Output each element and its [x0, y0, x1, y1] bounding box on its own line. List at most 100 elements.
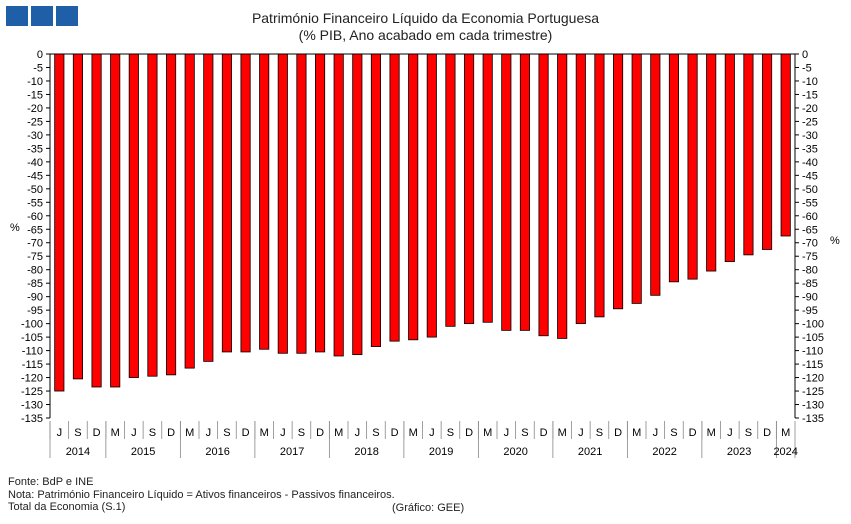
x-tick-label-quarter: D [689, 427, 697, 439]
x-tick-label-year: 2021 [578, 446, 602, 458]
x-tick-label-quarter: S [223, 427, 230, 439]
y-tick-label-right: -20 [802, 103, 818, 115]
y-tick-label-right: -135 [802, 413, 824, 425]
x-tick-label-quarter: D [167, 427, 175, 439]
x-tick-label-quarter: M [632, 427, 641, 439]
x-tick-label-quarter: J [355, 427, 361, 439]
x-tick-label-quarter: J [578, 427, 584, 439]
x-tick-label-quarter: J [131, 427, 137, 439]
x-tick-label-quarter: D [465, 427, 473, 439]
y-tick-label-right: -115 [802, 359, 823, 371]
sector-note: Total da Economia (S.1) [8, 501, 126, 513]
x-tick-label-quarter: M [260, 427, 269, 439]
x-tick-label-quarter: J [280, 427, 286, 439]
bar [277, 53, 288, 354]
y-tick-label-right: -55 [802, 197, 818, 209]
x-tick-label-quarter: S [521, 427, 528, 439]
y-tick-label-left: -120 [21, 373, 43, 385]
y-tick-label-left: -95 [27, 305, 43, 317]
y-tick-label-right: -40 [802, 157, 818, 169]
logo-square [6, 6, 28, 26]
y-tick-label-left: -110 [22, 346, 43, 358]
logo-square [56, 6, 78, 26]
x-tick-label-quarter: J [504, 427, 510, 439]
y-tick-label-left: -10 [27, 76, 43, 88]
y-tick-label-right: -125 [802, 386, 824, 398]
bar [501, 53, 512, 331]
bar [650, 53, 661, 296]
x-tick-label-quarter: M [185, 427, 194, 439]
y-tick-label-left: 0 [37, 49, 43, 61]
y-tick-label-right: -5 [802, 62, 812, 74]
bar [631, 53, 642, 304]
definition-note: Nota: Património Financeiro Líquido = At… [8, 488, 395, 501]
x-tick-label-quarter: D [242, 427, 250, 439]
bar [613, 53, 624, 310]
y-tick-label-left: -40 [27, 157, 43, 169]
y-tick-label-right: -120 [802, 373, 824, 385]
bar [389, 53, 400, 342]
x-tick-label-quarter: M [111, 427, 120, 439]
x-tick-label-quarter: M [707, 427, 716, 439]
bar [203, 53, 214, 362]
bar [240, 53, 251, 353]
x-tick-label-year: 2024 [773, 446, 797, 458]
y-tick-label-left: -35 [27, 143, 43, 155]
x-tick-label-quarter: J [653, 427, 659, 439]
y-tick-label-right: -80 [802, 265, 818, 277]
chart-credit: (Gráfico: GEE) [392, 502, 465, 514]
bar [370, 53, 381, 347]
bar [594, 53, 605, 318]
bar [464, 53, 475, 325]
x-tick-label-quarter: D [763, 427, 771, 439]
bar [147, 53, 158, 377]
bar [315, 53, 326, 353]
footnotes: Fonte: BdP e INE Nota: Património Financ… [8, 476, 395, 514]
x-tick-label-quarter: J [727, 427, 733, 439]
bar [333, 53, 344, 357]
x-tick-label-year: 2019 [429, 446, 453, 458]
y-tick-label-left: -100 [21, 319, 43, 331]
bar [296, 53, 307, 354]
x-tick-label-quarter: M [483, 427, 492, 439]
y-tick-label-right: -25 [802, 116, 818, 128]
y-tick-label-right: -105 [802, 332, 824, 344]
x-tick-label-year: 2015 [131, 446, 155, 458]
x-tick-label-quarter: D [614, 427, 622, 439]
source-note: Fonte: BdP e INE [8, 476, 94, 488]
y-tick-label-right: -110 [802, 346, 823, 358]
x-tick-label-quarter: S [447, 427, 454, 439]
x-tick-label-year: 2014 [66, 446, 90, 458]
bar [259, 53, 270, 350]
x-tick-label-year: 2017 [280, 446, 304, 458]
bar [706, 53, 717, 272]
y-tick-label-right: -10 [802, 76, 818, 88]
x-tick-label-year: 2023 [727, 446, 751, 458]
y-tick-label-right: -90 [802, 292, 818, 304]
y-tick-label-left: -25 [27, 116, 43, 128]
bar [538, 53, 549, 337]
y-tick-label-right: -35 [802, 143, 818, 155]
y-tick-label-left: -80 [27, 265, 43, 277]
y-tick-label-left: -105 [21, 332, 43, 344]
y-tick-label-left: -55 [27, 197, 43, 209]
y-tick-label-right: -60 [802, 211, 818, 223]
x-tick-label-quarter: J [57, 427, 63, 439]
bar [221, 53, 232, 353]
y-tick-label-right: 0 [802, 49, 808, 61]
y-tick-label-left: -65 [27, 224, 43, 236]
y-tick-label-left: -85 [27, 278, 43, 290]
bar [687, 53, 698, 280]
x-tick-label-quarter: M [558, 427, 567, 439]
y-tick-label-left: -45 [27, 170, 43, 182]
y-tick-label-right: -75 [802, 251, 818, 263]
x-tick-label-quarter: M [409, 427, 418, 439]
x-tick-label-quarter: M [334, 427, 343, 439]
y-tick-label-left: -30 [27, 130, 43, 142]
chart-subtitle: (% PIB, Ano acabado em cada trimestre) [298, 27, 553, 43]
x-tick-label-quarter: M [781, 427, 790, 439]
bar [482, 53, 493, 323]
x-tick-label-quarter: S [745, 427, 752, 439]
y-tick-label-left: -125 [21, 386, 43, 398]
bar [91, 53, 102, 388]
